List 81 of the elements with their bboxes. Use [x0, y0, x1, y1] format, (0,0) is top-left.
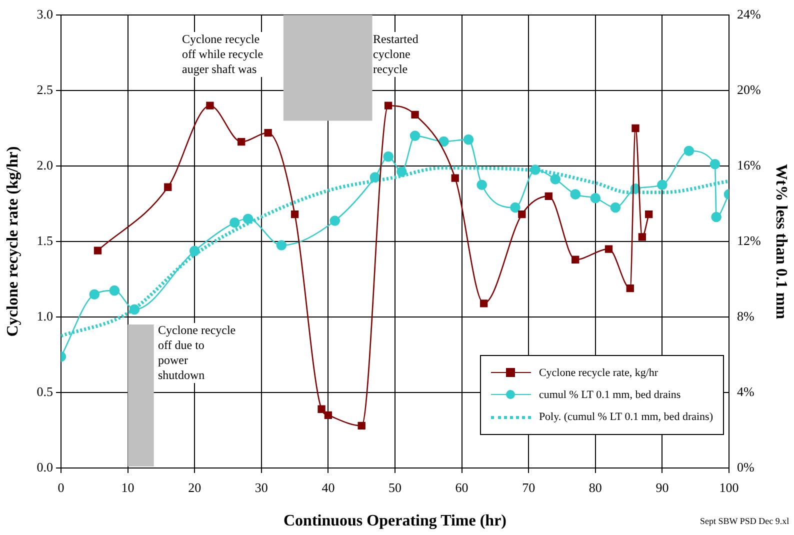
y2-tick-label: 4% [737, 384, 754, 399]
y2-tick-label: 0% [737, 459, 754, 474]
point [510, 202, 520, 213]
point [230, 217, 240, 228]
x-tick-label: 90 [656, 480, 669, 496]
point [550, 174, 560, 184]
x-tick-label: 0 [58, 480, 64, 496]
x-tick-label: 10 [121, 480, 134, 496]
y-tick-label: 3.0 [36, 6, 53, 22]
y2-axis-title: Wt% less than 0.1 mm [772, 164, 790, 320]
point [290, 210, 299, 218]
point [657, 180, 668, 190]
point [206, 102, 214, 110]
y-tick-label: 1.5 [36, 232, 53, 248]
y2-tick-label: 8% [737, 308, 754, 324]
x-axis-title: Continuous Operating Time (hr) [284, 512, 506, 530]
point [645, 210, 653, 218]
point [410, 130, 420, 141]
y-tick-label: 2.0 [36, 157, 53, 172]
point [610, 202, 621, 213]
y2-tick-label: 16% [737, 157, 761, 172]
annotation: Cyclone recycle off while recycle auger shaft was [182, 32, 274, 77]
point [711, 212, 722, 222]
y-tick-label: 0.5 [36, 384, 53, 399]
point [94, 246, 102, 254]
y-tick-label: 2.5 [36, 82, 53, 97]
y-axis-title: Cyclone recycle rate (kg/hr) [4, 146, 22, 337]
point [604, 245, 613, 253]
point [383, 151, 394, 162]
y-tick-label: 0.0 [36, 459, 53, 474]
point [710, 158, 720, 170]
x-tick-label: 30 [254, 480, 268, 496]
point [89, 289, 100, 300]
point [330, 216, 340, 226]
x-tick-label: 100 [719, 480, 739, 496]
point [358, 422, 366, 430]
point [238, 138, 246, 146]
x-tick-label: 60 [455, 480, 468, 496]
x-tick-label: 40 [322, 480, 335, 496]
point [324, 411, 332, 419]
x-tick-label: 80 [588, 480, 602, 496]
point [476, 180, 487, 190]
point [638, 233, 646, 241]
annotation: Cyclone recycle off due to power shutdown [158, 323, 236, 383]
y2-tick-label: 12% [737, 232, 761, 248]
x-tick-label: 20 [188, 480, 202, 496]
point [411, 110, 419, 118]
point [318, 405, 326, 413]
point [544, 192, 552, 200]
point [276, 240, 287, 250]
point [438, 136, 449, 147]
legend-label: cumul % LT 0.1 mm, bed drains [538, 389, 681, 401]
point [384, 102, 392, 110]
point [370, 172, 380, 182]
x-tick-label: 70 [522, 480, 536, 496]
point [684, 146, 694, 156]
legend-label: Poly. (cumul % LT 0.1 mm, bed drains) [538, 411, 713, 423]
point [530, 164, 540, 175]
point [109, 285, 120, 296]
legend-label: Cyclone recycle rate, kg/hr [538, 367, 658, 379]
point [264, 128, 272, 137]
point [572, 256, 580, 264]
annotation: Restarted cyclone recycle [373, 32, 443, 77]
y-tick-label: 1.0 [36, 308, 53, 324]
point [518, 210, 526, 218]
point [632, 124, 640, 132]
point [451, 174, 459, 182]
y2-tick-label: 20% [737, 82, 761, 97]
point [164, 183, 172, 191]
y2-tick-label: 24% [737, 6, 761, 22]
point [480, 300, 488, 308]
point [463, 134, 474, 145]
point [590, 192, 601, 204]
point [626, 284, 634, 292]
x-tick-label: 50 [388, 480, 402, 496]
point [570, 189, 581, 200]
point [396, 166, 407, 177]
text: Sept SBW PSD Dec 9.xl [700, 516, 790, 527]
point [242, 214, 254, 224]
point [129, 304, 140, 315]
point [189, 246, 200, 256]
